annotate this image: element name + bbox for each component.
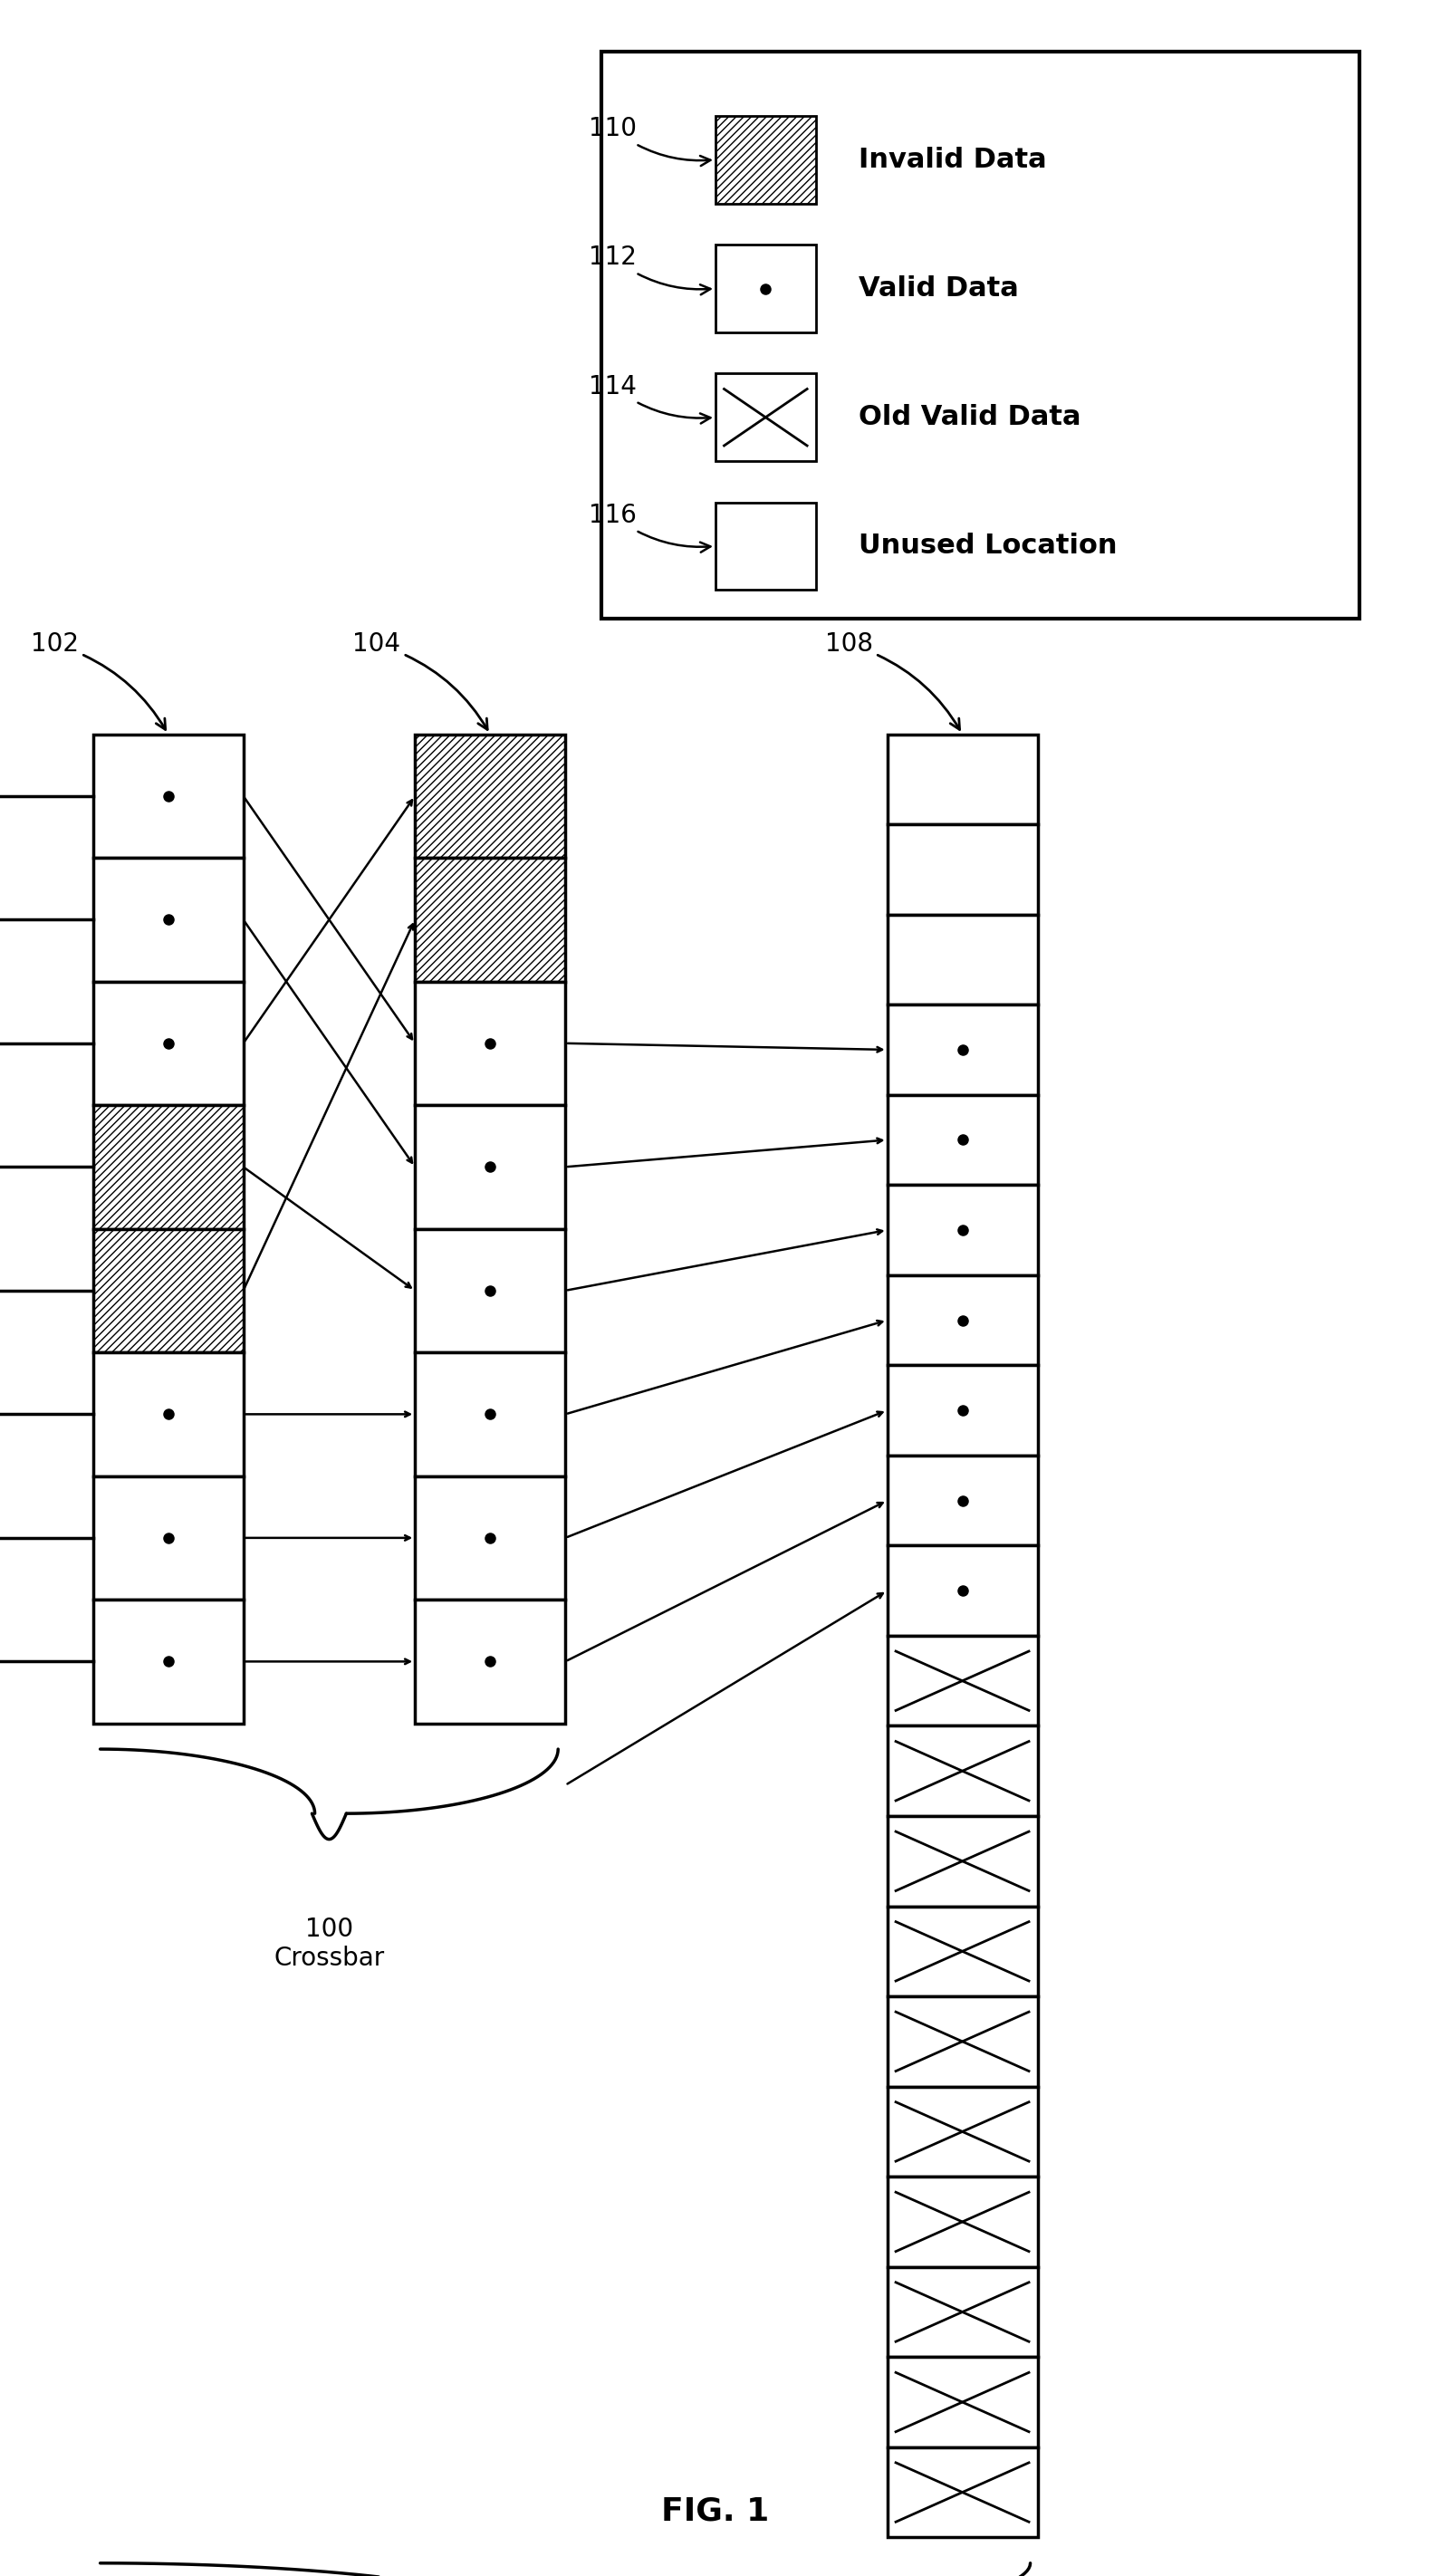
- Bar: [887, 1816, 1037, 1906]
- Bar: [887, 1455, 1037, 1546]
- Text: Valid Data: Valid Data: [859, 276, 1019, 301]
- Bar: [415, 1476, 565, 1600]
- Bar: [93, 1600, 243, 1723]
- Bar: [716, 116, 816, 204]
- Text: 116: 116: [590, 502, 710, 551]
- Bar: [887, 2177, 1037, 2267]
- Bar: [601, 52, 1359, 618]
- Bar: [716, 502, 816, 590]
- Text: 110: 110: [588, 116, 710, 165]
- Bar: [887, 824, 1037, 914]
- Bar: [887, 914, 1037, 1005]
- Bar: [887, 1095, 1037, 1185]
- Bar: [415, 1352, 565, 1476]
- Text: 100
Crossbar: 100 Crossbar: [273, 1917, 385, 1971]
- Text: 102: 102: [30, 631, 166, 729]
- Bar: [716, 116, 816, 204]
- Bar: [93, 1229, 243, 1352]
- Bar: [716, 374, 816, 461]
- Bar: [887, 2267, 1037, 2357]
- Bar: [415, 1105, 565, 1229]
- Bar: [887, 1726, 1037, 1816]
- Bar: [415, 858, 565, 981]
- Bar: [415, 734, 565, 858]
- Bar: [93, 734, 243, 858]
- Bar: [93, 1352, 243, 1476]
- Text: FIG. 1: FIG. 1: [661, 2496, 770, 2527]
- Bar: [93, 1105, 243, 1229]
- Bar: [887, 1546, 1037, 1636]
- Text: 104: 104: [352, 631, 488, 729]
- Bar: [415, 858, 565, 981]
- Bar: [887, 1636, 1037, 1726]
- Bar: [887, 734, 1037, 824]
- Bar: [887, 2087, 1037, 2177]
- Text: Invalid Data: Invalid Data: [859, 147, 1046, 173]
- Bar: [887, 1906, 1037, 1996]
- Text: 114: 114: [590, 374, 710, 422]
- Bar: [93, 1476, 243, 1600]
- Text: Unused Location: Unused Location: [859, 533, 1118, 559]
- Bar: [887, 2357, 1037, 2447]
- Bar: [887, 2447, 1037, 2537]
- Bar: [415, 981, 565, 1105]
- Bar: [415, 1600, 565, 1723]
- Bar: [887, 1005, 1037, 1095]
- Text: 112: 112: [590, 245, 710, 294]
- Bar: [93, 858, 243, 981]
- Text: Old Valid Data: Old Valid Data: [859, 404, 1080, 430]
- Bar: [93, 981, 243, 1105]
- Bar: [415, 734, 565, 858]
- Bar: [887, 1365, 1037, 1455]
- Bar: [887, 1275, 1037, 1365]
- Bar: [93, 1229, 243, 1352]
- Bar: [415, 1229, 565, 1352]
- Bar: [716, 245, 816, 332]
- Text: 108: 108: [824, 631, 960, 729]
- Bar: [887, 1185, 1037, 1275]
- Bar: [887, 1996, 1037, 2087]
- Bar: [93, 1105, 243, 1229]
